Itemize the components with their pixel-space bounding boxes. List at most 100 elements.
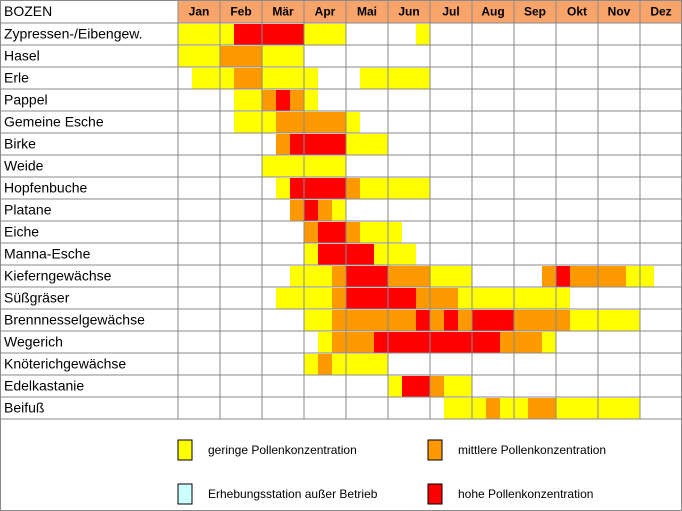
level-cell	[220, 244, 235, 265]
level-cell	[206, 200, 221, 221]
legend-swatch	[177, 483, 193, 505]
level-cell	[220, 90, 235, 111]
level-cell	[500, 200, 515, 221]
level-cell	[584, 24, 599, 45]
level-cell	[612, 266, 627, 287]
level-cell	[206, 134, 221, 155]
level-cell	[416, 266, 431, 287]
level-cell	[612, 112, 627, 133]
level-cell	[360, 310, 375, 331]
level-cell	[458, 90, 473, 111]
level-cell	[612, 222, 627, 243]
level-cell	[430, 354, 445, 375]
level-cell	[598, 266, 613, 287]
level-cell	[262, 354, 277, 375]
level-cell	[178, 90, 193, 111]
level-cell	[486, 112, 501, 133]
level-cell	[402, 288, 417, 309]
level-cell	[304, 200, 319, 221]
level-cell	[612, 156, 627, 177]
level-cell	[444, 398, 459, 419]
level-cell	[528, 90, 543, 111]
level-cell	[234, 354, 249, 375]
level-cell	[570, 24, 585, 45]
level-cell	[220, 46, 235, 67]
level-cell	[416, 310, 431, 331]
level-cell	[276, 134, 291, 155]
level-cell	[472, 222, 487, 243]
level-cell	[402, 178, 417, 199]
level-cell	[444, 222, 459, 243]
level-cell	[416, 46, 431, 67]
level-cell	[584, 310, 599, 331]
level-cell	[206, 222, 221, 243]
level-cell	[668, 376, 682, 397]
level-cell	[206, 90, 221, 111]
level-cell	[290, 24, 305, 45]
level-cell	[402, 244, 417, 265]
level-cell	[388, 24, 403, 45]
level-cell	[514, 354, 529, 375]
level-cell	[668, 90, 682, 111]
level-cell	[388, 156, 403, 177]
level-cell	[626, 266, 641, 287]
level-cell	[374, 310, 389, 331]
level-cell	[192, 46, 207, 67]
level-cell	[360, 178, 375, 199]
level-cell	[234, 200, 249, 221]
level-cell	[598, 90, 613, 111]
level-cell	[304, 24, 319, 45]
month-header-cell	[472, 0, 514, 23]
level-cell	[444, 310, 459, 331]
level-cell	[472, 354, 487, 375]
level-cell	[500, 376, 515, 397]
level-cell	[192, 24, 207, 45]
level-cell	[640, 244, 655, 265]
level-cell	[374, 134, 389, 155]
level-cell	[332, 398, 347, 419]
level-cell	[570, 310, 585, 331]
level-cell	[514, 68, 529, 89]
level-cell	[626, 244, 641, 265]
level-cell	[360, 46, 375, 67]
level-cell	[220, 156, 235, 177]
level-cell	[542, 332, 557, 353]
level-cell	[276, 24, 291, 45]
header-title: BOZEN	[4, 3, 52, 19]
level-cell	[500, 46, 515, 67]
plant-label: Pappel	[4, 92, 48, 108]
month-label: Dez	[650, 5, 671, 19]
level-cell	[542, 376, 557, 397]
level-cell	[346, 112, 361, 133]
level-cell	[290, 134, 305, 155]
level-cell	[248, 112, 263, 133]
level-cell	[584, 156, 599, 177]
level-cell	[192, 288, 207, 309]
level-cell	[318, 68, 333, 89]
plant-label: Gemeine Esche	[4, 114, 104, 130]
level-cell	[500, 178, 515, 199]
level-cell	[598, 310, 613, 331]
level-cell	[668, 112, 682, 133]
level-cell	[374, 398, 389, 419]
level-cell	[248, 332, 263, 353]
level-cell	[430, 288, 445, 309]
level-cell	[346, 310, 361, 331]
level-cell	[668, 46, 682, 67]
level-cell	[402, 332, 417, 353]
level-cell	[276, 200, 291, 221]
level-cell	[248, 200, 263, 221]
level-cell	[206, 46, 221, 67]
level-cell	[626, 156, 641, 177]
plant-label: Edelkastanie	[4, 378, 84, 394]
plant-label: Birke	[4, 136, 36, 152]
level-cell	[444, 46, 459, 67]
level-cell	[178, 200, 193, 221]
level-cell	[654, 354, 669, 375]
level-cell	[640, 156, 655, 177]
level-cell	[584, 178, 599, 199]
level-cell	[192, 134, 207, 155]
level-cell	[430, 90, 445, 111]
level-cell	[290, 266, 305, 287]
level-cell	[556, 112, 571, 133]
